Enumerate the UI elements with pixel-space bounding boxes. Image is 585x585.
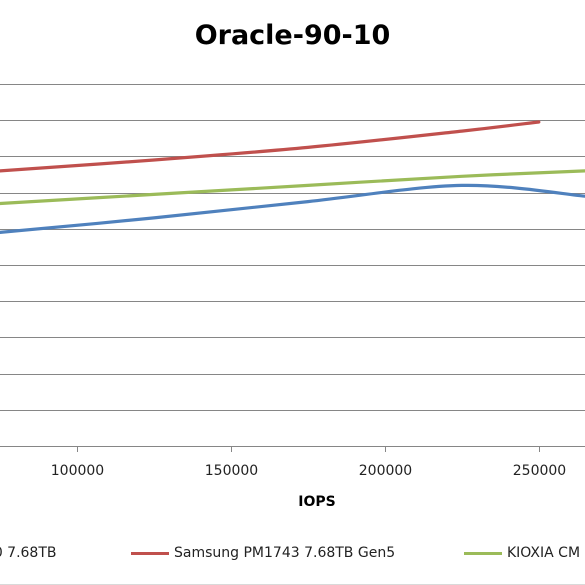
series-line-3	[0, 169, 585, 206]
legend-item-series-2: Samsung PM1743 7.68TB Gen5	[131, 541, 395, 565]
legend-item-series-1: 010 7.68TB	[0, 541, 57, 565]
legend-swatch-icon	[464, 551, 502, 555]
legend-swatch-icon	[131, 551, 169, 555]
x-tick-label: 150000	[205, 463, 258, 479]
legend-label: Samsung PM1743 7.68TB Gen5	[174, 545, 396, 561]
x-axis-label: IOPS	[298, 494, 336, 510]
x-tick-label: 250000	[513, 463, 566, 479]
chart-legend: 010 7.68TB Samsung PM1743 7.68TB Gen5 KI…	[0, 541, 585, 565]
legend-item-series-3: KIOXIA CM	[464, 541, 580, 565]
series-line-1	[0, 183, 585, 234]
x-tick-label: 100000	[51, 463, 104, 479]
series-line-2	[0, 120, 541, 173]
legend-label: 010 7.68TB	[0, 545, 57, 561]
chart-title: Oracle-90-10	[194, 20, 391, 51]
legend-label: KIOXIA CM	[507, 545, 581, 561]
x-tick-label: 200000	[359, 463, 412, 479]
